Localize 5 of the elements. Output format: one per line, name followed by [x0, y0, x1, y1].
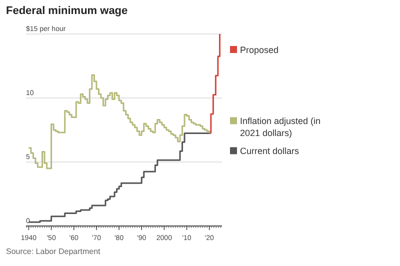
legend-label: Inflation adjusted (in 2021 dollars): [240, 116, 321, 138]
legend-label: Current dollars: [240, 146, 300, 156]
legend-label: Proposed: [240, 45, 279, 55]
chart-title: Federal minimum wage: [6, 5, 128, 17]
source-note: Source: Labor Department: [6, 247, 102, 256]
